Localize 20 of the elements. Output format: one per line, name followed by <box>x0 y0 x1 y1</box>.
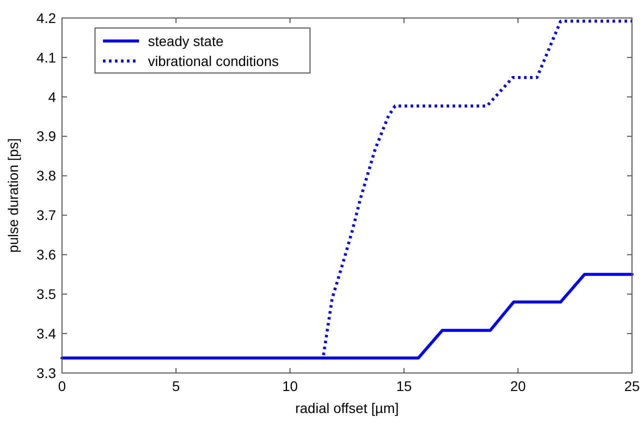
y-axis-title: pulse duration [ps] <box>5 138 21 253</box>
y-tick-label: 3.4 <box>36 325 56 342</box>
x-tick-label: 5 <box>172 378 180 394</box>
x-tick-label: 25 <box>624 378 640 394</box>
y-tick-label: 4.2 <box>36 10 56 26</box>
x-tick-label: 10 <box>282 378 298 394</box>
y-tick-label: 4 <box>48 88 56 105</box>
y-tick-label: 3.3 <box>36 364 56 381</box>
y-tick-label: 3.5 <box>36 286 56 302</box>
x-axis-title: radial offset [µm] <box>295 400 399 416</box>
y-tick-label: 3.7 <box>36 207 56 224</box>
legend-label: vibrational conditions <box>148 52 279 69</box>
y-tick-label: 3.9 <box>36 128 56 144</box>
x-tick-label: 0 <box>58 378 66 394</box>
y-tick-label: 4.1 <box>36 49 56 66</box>
x-tick-label: 15 <box>396 378 412 394</box>
y-tick-label: 3.6 <box>36 246 56 263</box>
legend-label: steady state <box>148 32 224 49</box>
x-tick-label: 20 <box>510 378 526 394</box>
y-tick-label: 3.8 <box>36 168 56 184</box>
